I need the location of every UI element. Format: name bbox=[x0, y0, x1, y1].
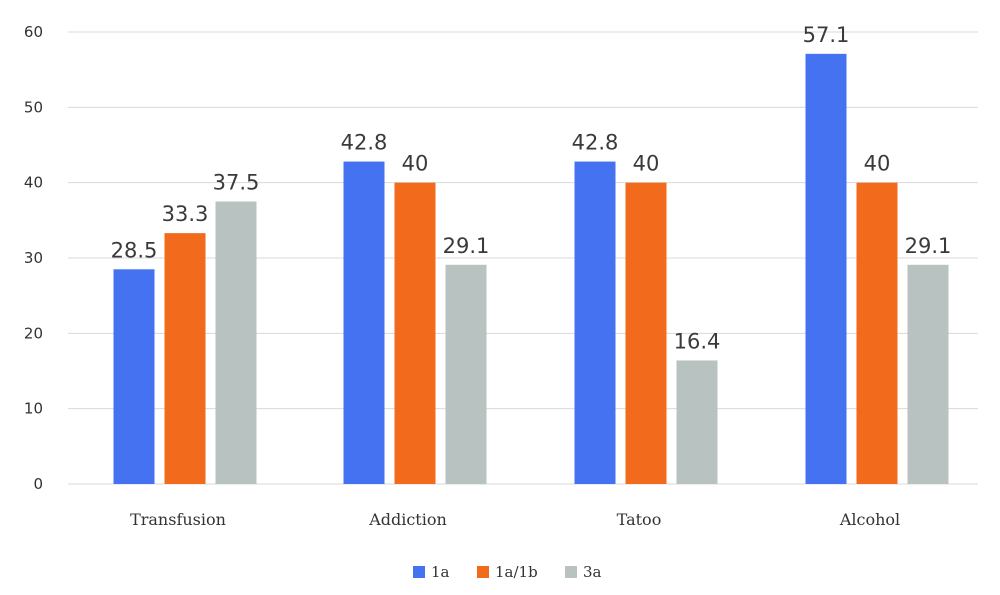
data-label: 37.5 bbox=[213, 171, 260, 195]
bar-3a-addiction bbox=[445, 264, 487, 484]
y-tick-label: 30 bbox=[24, 249, 43, 267]
data-label: 16.4 bbox=[674, 329, 721, 353]
data-label: 28.5 bbox=[111, 238, 158, 262]
bars bbox=[113, 53, 949, 484]
bar-1a-1b-addiction bbox=[394, 182, 436, 484]
bar-3a-transfusion bbox=[215, 201, 257, 484]
y-tick-label: 50 bbox=[24, 98, 43, 116]
data-label: 40 bbox=[402, 152, 429, 176]
bar-1a-alcohol bbox=[805, 53, 847, 484]
data-labels: 28.533.337.5 42.8 40 29.1 42.8 40 16.4 57.1 40 29… bbox=[111, 23, 952, 354]
legend-label: 1a/1b bbox=[495, 563, 538, 581]
bar-1a-1b-transfusion bbox=[164, 233, 206, 484]
x-category-label: Transfusion bbox=[130, 510, 226, 529]
y-tick-label: 20 bbox=[24, 324, 43, 342]
x-axis-categories: Transfusion Addiction Tatoo Alcohol bbox=[130, 510, 900, 529]
bar-1a-1b-alcohol bbox=[856, 182, 898, 484]
bar-3a-alcohol bbox=[907, 264, 949, 484]
legend-swatch bbox=[477, 566, 489, 578]
bar-3a-tatoo bbox=[676, 360, 718, 484]
data-label: 33.3 bbox=[162, 202, 209, 226]
x-category-label: Tatoo bbox=[617, 510, 662, 529]
data-label: 29.1 bbox=[443, 234, 490, 258]
y-tick-label: 60 bbox=[24, 23, 43, 41]
legend-label: 3a bbox=[583, 563, 602, 581]
y-axis-ticks: 0 10 20 30 40 50 60 bbox=[24, 23, 43, 493]
data-label: 57.1 bbox=[803, 23, 850, 47]
legend-label: 1a bbox=[431, 563, 450, 581]
data-label: 40 bbox=[633, 152, 660, 176]
bar-1a-1b-tatoo bbox=[625, 182, 667, 484]
x-category-label: Addiction bbox=[368, 510, 447, 529]
bar-1a-transfusion bbox=[113, 269, 155, 484]
y-tick-label: 10 bbox=[24, 400, 43, 418]
data-label: 29.1 bbox=[905, 234, 952, 258]
x-category-label: Alcohol bbox=[839, 510, 900, 529]
data-label: 42.8 bbox=[572, 131, 619, 155]
y-tick-label: 0 bbox=[33, 475, 43, 493]
legend-swatch bbox=[565, 566, 577, 578]
bar-1a-tatoo bbox=[574, 161, 616, 484]
legend-swatch bbox=[413, 566, 425, 578]
legend: 1a 1a/1b 3a bbox=[413, 563, 602, 581]
data-label: 40 bbox=[864, 152, 891, 176]
data-label: 42.8 bbox=[341, 131, 388, 155]
y-tick-label: 40 bbox=[24, 174, 43, 192]
bar-1a-addiction bbox=[343, 161, 385, 484]
